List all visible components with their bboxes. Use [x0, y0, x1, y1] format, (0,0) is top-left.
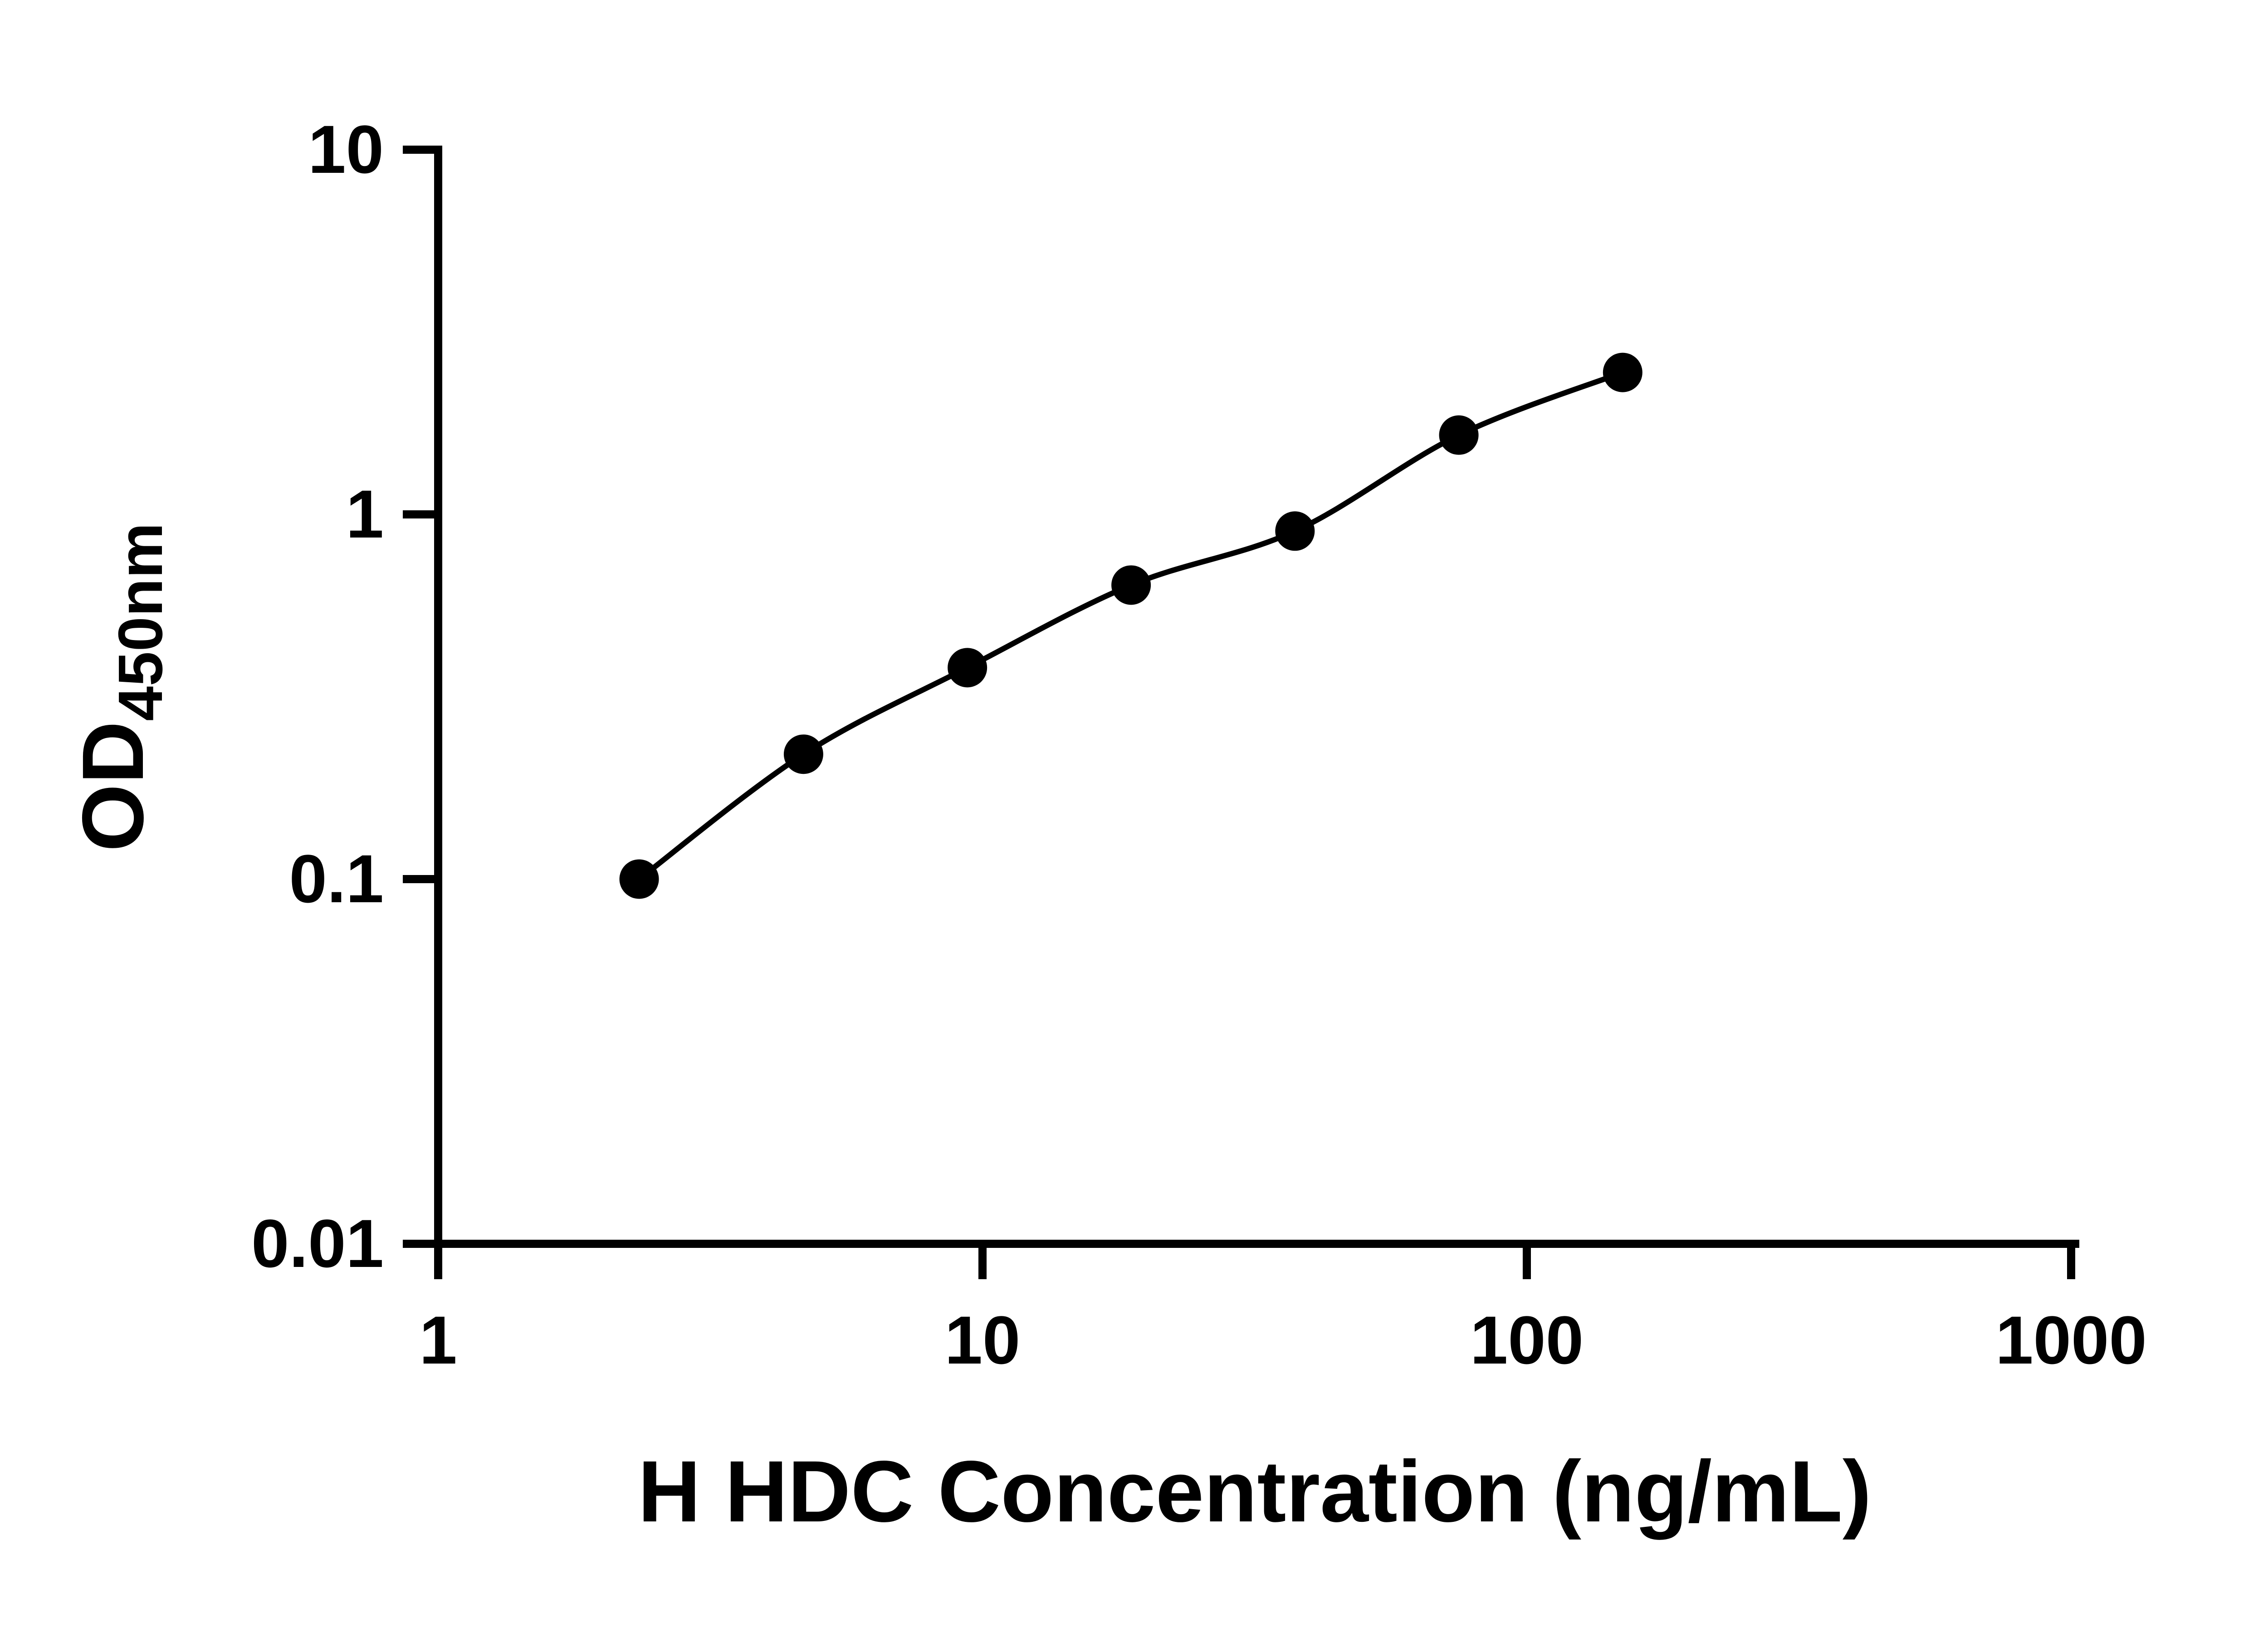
x-axis-title: H HDC Concentration (ng/mL) — [638, 1442, 1872, 1540]
x-tick-label: 10 — [945, 1302, 1021, 1378]
axis-ticks — [403, 146, 2075, 1279]
fit-line — [637, 370, 1624, 881]
y-tick-label: 0.1 — [289, 841, 384, 917]
y-tick-label: 1 — [346, 476, 384, 552]
data-point — [1603, 352, 1642, 392]
data-point — [948, 648, 987, 688]
data-point — [1111, 565, 1151, 605]
y-tick-label: 10 — [308, 111, 384, 187]
x-tick-label: 1 — [419, 1302, 457, 1378]
data-point — [1439, 415, 1479, 455]
y-axis-title: OD450nm — [64, 523, 176, 851]
data-point — [783, 734, 823, 774]
y-tick-label: 0.01 — [251, 1205, 384, 1281]
x-tick-label: 100 — [1470, 1302, 1584, 1378]
y-axis-title-subscript: 450nm — [106, 523, 176, 721]
data-series — [619, 352, 1642, 899]
y-axis-title-main: OD — [64, 721, 161, 852]
axes — [434, 146, 2079, 1248]
data-point — [1275, 511, 1315, 551]
axis-tick-labels: 1 10 100 1000 0.01 0.1 1 10 — [251, 111, 2147, 1378]
x-tick-label: 1000 — [1995, 1302, 2147, 1378]
data-point — [619, 859, 659, 899]
